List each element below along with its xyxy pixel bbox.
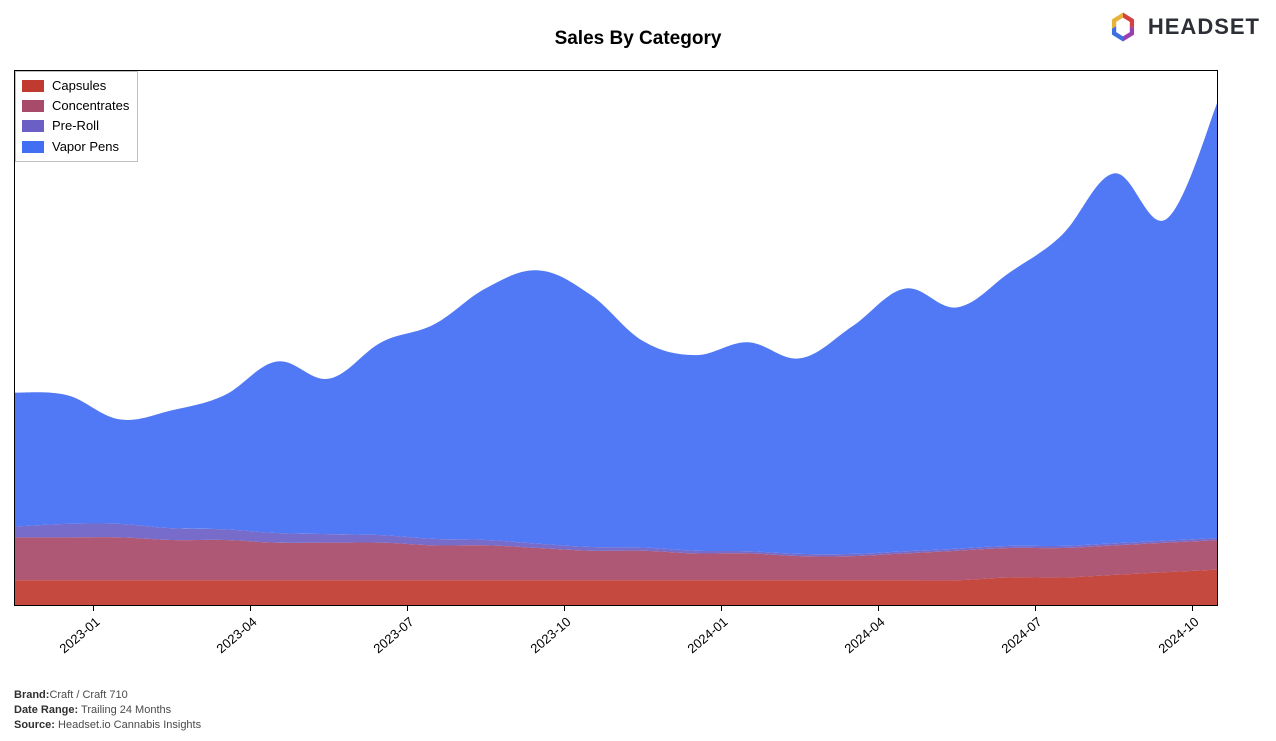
x-tick-label: 2024-04 <box>841 614 887 656</box>
meta-source: Source: Headset.io Cannabis Insights <box>14 718 201 733</box>
x-tick-label: 2024-07 <box>998 614 1044 656</box>
stacked-area-chart <box>15 71 1218 606</box>
legend-label: Capsules <box>52 77 106 95</box>
logo-text: HEADSET <box>1148 14 1260 40</box>
meta-range: Date Range: Trailing 24 Months <box>14 703 201 718</box>
legend-item: Vapor Pens <box>22 137 129 157</box>
meta-range-label: Date Range: <box>14 704 78 716</box>
chart-plot-area <box>14 70 1218 606</box>
x-tick-label: 2023-07 <box>370 614 416 656</box>
x-tick-mark <box>564 606 565 611</box>
legend-swatch <box>22 100 44 112</box>
meta-brand-value: Craft / Craft 710 <box>49 689 127 701</box>
x-tick-mark <box>721 606 722 611</box>
meta-source-value: Headset.io Cannabis Insights <box>55 719 201 731</box>
meta-range-value: Trailing 24 Months <box>78 704 171 716</box>
legend-label: Vapor Pens <box>52 138 119 156</box>
meta-source-label: Source: <box>14 719 55 731</box>
x-tick-label: 2023-04 <box>213 614 259 656</box>
chart-title: Sales By Category <box>0 28 1276 50</box>
legend-swatch <box>22 80 44 92</box>
legend: Capsules Concentrates Pre-Roll Vapor Pens <box>15 71 138 162</box>
logo-icon <box>1106 10 1140 44</box>
x-tick-mark <box>878 606 879 611</box>
x-tick-mark <box>250 606 251 611</box>
legend-item: Concentrates <box>22 96 129 116</box>
legend-swatch <box>22 141 44 153</box>
meta-brand-label: Brand: <box>14 689 49 701</box>
legend-label: Concentrates <box>52 97 129 115</box>
legend-item: Capsules <box>22 76 129 96</box>
legend-item: Pre-Roll <box>22 116 129 136</box>
x-tick-mark <box>1192 606 1193 611</box>
x-tick-mark <box>1035 606 1036 611</box>
meta-brand: Brand:Craft / Craft 710 <box>14 688 201 703</box>
legend-swatch <box>22 120 44 132</box>
legend-label: Pre-Roll <box>52 117 99 135</box>
area-series <box>15 98 1218 554</box>
chart-metadata: Brand:Craft / Craft 710 Date Range: Trai… <box>14 688 201 733</box>
x-axis: 2023-01 2023-04 2023-07 2023-10 2024-01 2024-… <box>14 606 1218 666</box>
x-tick-label: 2023-01 <box>56 614 102 656</box>
x-tick-label: 2024-01 <box>684 614 730 656</box>
headset-logo: HEADSET <box>1106 10 1260 44</box>
x-tick-mark <box>93 606 94 611</box>
x-tick-label: 2024-10 <box>1155 614 1201 656</box>
x-tick-mark <box>407 606 408 611</box>
x-tick-label: 2023-10 <box>527 614 573 656</box>
